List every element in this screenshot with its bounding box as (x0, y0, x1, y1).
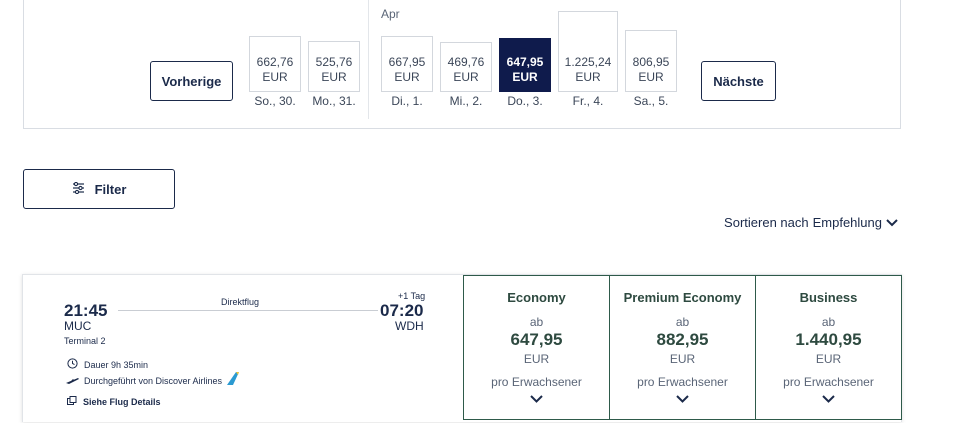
date-currency: EUR (638, 70, 664, 84)
fare-from-label: ab (821, 315, 836, 329)
sort-control: Sortieren nach Empfehlung (724, 215, 898, 230)
departure-time: 21:45 (64, 301, 108, 320)
date-price-box[interactable]: 469,76 EUR (440, 42, 492, 92)
date-currency: EUR (512, 70, 538, 84)
departure-airport: MUC (64, 319, 92, 333)
date-price: 662,76 (256, 55, 294, 69)
fare-name: Premium Economy (623, 290, 742, 305)
date-currency: EUR (453, 70, 479, 84)
fare-name: Economy (507, 290, 566, 305)
next-dates-button[interactable]: Nächste (701, 61, 776, 101)
fare-per-adult: pro Erwachsener (783, 375, 874, 389)
chevron-down-icon (756, 395, 901, 403)
fare-from-label: ab (529, 315, 544, 329)
fare-price: 647,95 (510, 330, 563, 349)
clock-icon (67, 356, 78, 374)
date-price: 806,95 (632, 55, 670, 69)
date-price-box[interactable]: 662,76 EUR (249, 36, 301, 92)
date-price: 1.225,24 (564, 55, 612, 69)
date-price-box[interactable]: 1.225,24 EUR (558, 11, 618, 92)
flight-details-label: Siehe Flug Details (83, 397, 161, 407)
fare-name: Business (799, 290, 858, 305)
operator-row: Durchgeführt von Discover Airlines (66, 372, 240, 390)
month-label: Apr (381, 7, 400, 21)
plane-icon (66, 372, 79, 390)
date-currency: EUR (394, 70, 420, 84)
duration-row: Dauer 9h 35min (67, 356, 148, 374)
date-label: Di., 1. (391, 94, 423, 108)
fare-premium-economy[interactable]: Premium Economy ab 882,95 EUR pro Erwach… (609, 275, 756, 420)
date-currency: EUR (321, 70, 347, 84)
sliders-icon (72, 181, 85, 197)
date-label: Fr., 4. (572, 94, 604, 108)
arrival-time: 07:20 (380, 301, 424, 320)
flight-operator: Durchgeführt von Discover Airlines (84, 376, 223, 386)
filter-label: Filter (94, 181, 127, 197)
fare-currency: EUR (815, 352, 842, 366)
flight-type: Direktflug (221, 297, 260, 307)
date-label: Sa., 5. (633, 94, 669, 108)
date-price-box-selected[interactable]: 647,95 EUR (499, 38, 551, 92)
fare-currency: EUR (669, 352, 696, 366)
date-price-box[interactable]: 667,95 EUR (381, 36, 433, 92)
date-price: 647,95 (506, 55, 544, 69)
chevron-down-icon (610, 395, 755, 403)
fare-from-label: ab (675, 315, 690, 329)
chevron-down-icon (464, 395, 609, 403)
date-carousel: Vorherige Apr 662,76 EUR So., 30. 525,76… (23, 0, 901, 129)
arrival-airport: WDH (395, 319, 424, 333)
route-line (118, 310, 378, 311)
date-currency: EUR (575, 70, 601, 84)
fare-business[interactable]: Business ab 1.440,95 EUR pro Erwachsener (755, 275, 902, 420)
month-divider (368, 0, 369, 119)
date-price: 525,76 (315, 55, 353, 69)
date-price: 667,95 (388, 55, 426, 69)
date-label: So., 30. (254, 94, 296, 108)
fare-economy[interactable]: Economy ab 647,95 EUR pro Erwachsener (463, 275, 610, 420)
details-icon (67, 393, 77, 411)
sort-value: Empfehlung (812, 215, 882, 230)
date-label: Mi., 2. (449, 94, 483, 108)
date-price-box[interactable]: 806,95 EUR (625, 30, 677, 92)
chevron-down-icon (886, 215, 898, 230)
fare-per-adult: pro Erwachsener (491, 375, 582, 389)
day-offset: +1 Tag (398, 291, 426, 301)
sort-dropdown[interactable]: Empfehlung (813, 215, 898, 230)
flight-card: 21:45 MUC Terminal 2 Direktflug +1 Tag 0… (22, 274, 902, 422)
date-label: Mo., 31. (312, 94, 356, 108)
previous-dates-button[interactable]: Vorherige (150, 61, 233, 101)
filter-button[interactable]: Filter (23, 169, 175, 209)
fare-price: 1.440,95 (795, 330, 862, 349)
date-price-box[interactable]: 525,76 EUR (308, 41, 360, 92)
date-label: Do., 3. (507, 94, 543, 108)
fare-price: 882,95 (656, 330, 709, 349)
date-currency: EUR (262, 70, 288, 84)
date-price: 469,76 (447, 55, 485, 69)
departure-terminal: Terminal 2 (64, 336, 106, 346)
fare-currency: EUR (523, 352, 550, 366)
flight-duration: Dauer 9h 35min (84, 360, 149, 370)
flight-details-link[interactable]: Siehe Flug Details (67, 393, 161, 411)
airline-logo-icon (227, 372, 240, 390)
fare-per-adult: pro Erwachsener (637, 375, 728, 389)
sort-prefix: Sortieren nach (724, 215, 809, 230)
